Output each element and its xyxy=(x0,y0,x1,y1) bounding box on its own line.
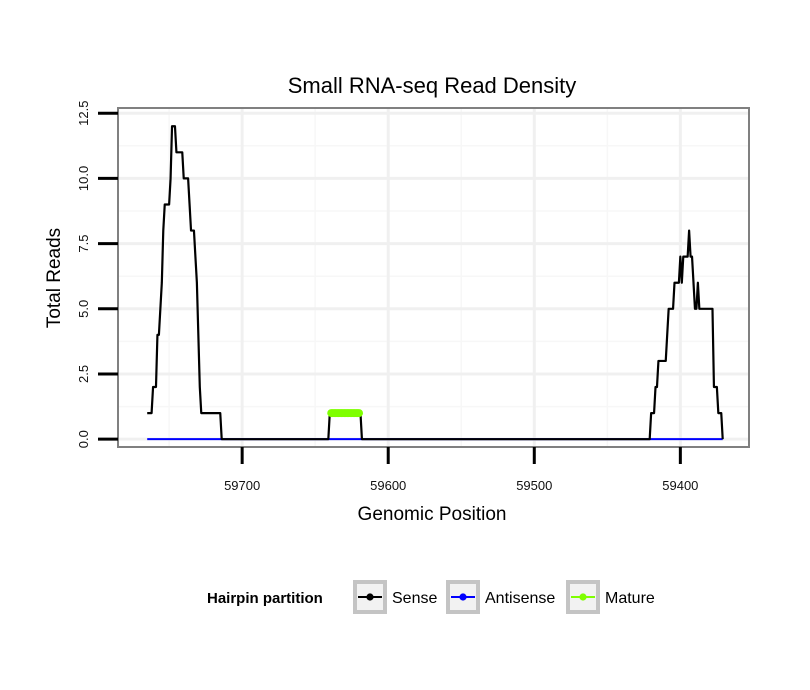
x-tick-label: 59700 xyxy=(224,478,260,493)
y-tick-label: 5.0 xyxy=(76,300,91,318)
series-line-sense xyxy=(147,125,724,441)
legend-label: Sense xyxy=(392,590,437,607)
y-tick-label: 2.5 xyxy=(76,365,91,383)
y-axis: 0.0 2.5 5.0 7.5 10.0 12.5 xyxy=(76,101,118,448)
legend-key-point xyxy=(579,593,587,601)
y-tick-label: 0.0 xyxy=(76,430,91,448)
y-tick-label: 10.0 xyxy=(76,166,91,191)
x-axis: 59700 59600 59500 59400 xyxy=(224,447,698,493)
plot-panel xyxy=(118,108,749,447)
y-tick-label: 7.5 xyxy=(76,235,91,253)
x-tick-label: 59600 xyxy=(370,478,406,493)
y-axis-title: Total Reads xyxy=(44,228,65,328)
x-tick-label: 59400 xyxy=(662,478,698,493)
series-layer xyxy=(147,125,724,441)
legend-label: Antisense xyxy=(485,590,555,607)
x-tick-label: 59500 xyxy=(516,478,552,493)
legend-title: Hairpin partition xyxy=(207,590,323,607)
legend-entries: Sense Antisense Mature xyxy=(353,580,655,614)
legend: Hairpin partition Sense Antisense Mature xyxy=(207,580,655,614)
x-axis-title: Genomic Position xyxy=(358,504,507,525)
legend-item-sense: Sense xyxy=(353,580,437,614)
data-point-mature xyxy=(355,409,364,418)
legend-item-antisense: Antisense xyxy=(446,580,555,614)
chart-title: Small RNA-seq Read Density xyxy=(288,73,577,98)
y-tick-label: 12.5 xyxy=(76,101,91,126)
plot-panel-border xyxy=(117,107,750,448)
legend-key-point xyxy=(459,593,467,601)
legend-key-point xyxy=(366,593,374,601)
legend-label: Mature xyxy=(605,590,655,607)
legend-item-mature: Mature xyxy=(566,580,655,614)
